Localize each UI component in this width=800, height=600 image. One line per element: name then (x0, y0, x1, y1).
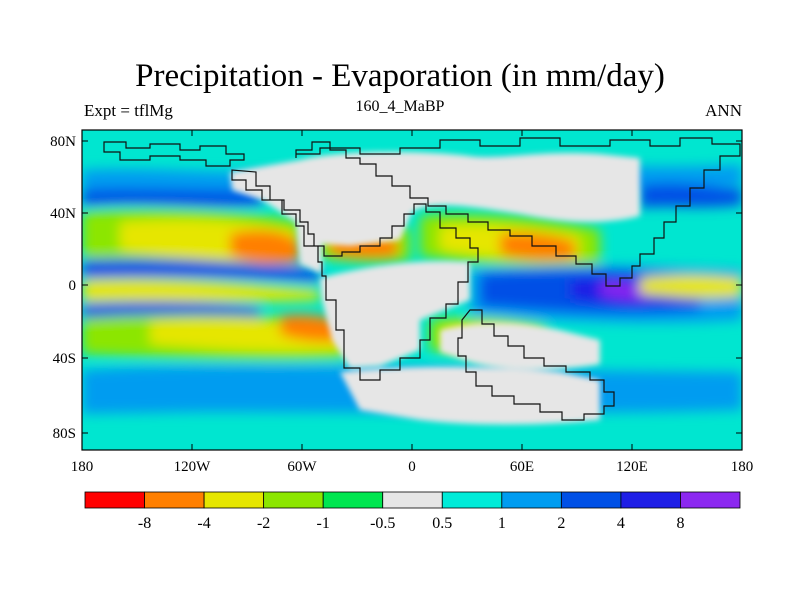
lon-label: 60W (287, 459, 317, 475)
blob (230, 230, 300, 264)
experiment-label: Expt = tflMg (84, 101, 173, 120)
colorbar-label: 0.5 (432, 515, 452, 532)
blob (600, 283, 650, 299)
lat-label: 80N (50, 134, 76, 150)
colorbar-label: 8 (676, 515, 684, 532)
plot-subtitle: 160_4_MaBP (355, 98, 445, 115)
colorbar-swatch (203, 491, 265, 509)
colorbar-swatch (382, 491, 443, 509)
lon-label: 0 (408, 459, 416, 475)
land-north (230, 151, 640, 274)
colorbar-swatch (560, 491, 622, 509)
coastline-australia (457, 309, 615, 421)
colorbar-label: -1 (317, 515, 330, 532)
lat-label: 0 (69, 278, 77, 294)
map-field (82, 130, 742, 450)
lon-label: 180 (731, 459, 754, 475)
coastline-arctic (103, 141, 245, 167)
colorbar-swatch (322, 491, 384, 509)
blob (640, 183, 742, 208)
lon-label: 120E (616, 459, 648, 475)
season-label: ANN (705, 101, 742, 120)
colorbar-label: -8 (138, 515, 151, 532)
land-blobs (230, 151, 640, 425)
blob (82, 278, 320, 302)
blob (82, 258, 320, 282)
colorbar-swatch (620, 491, 681, 509)
land-antarctic-fragment (340, 366, 600, 425)
lat-label: 40S (53, 351, 76, 367)
colorbar-swatch (501, 491, 562, 509)
lon-label: 60E (510, 459, 534, 475)
colorbar: -8 -4 -2 -1 -0.5 0.5 1 2 4 8 (84, 491, 741, 532)
colorbar-label: -2 (257, 515, 270, 532)
coastline-eurasia (295, 137, 741, 287)
colorbar-swatch (680, 491, 741, 509)
colorbar-label: -0.5 (370, 515, 395, 532)
colorbar-swatch (84, 491, 145, 509)
blob (640, 274, 742, 299)
lon-label: 120W (174, 459, 212, 475)
lat-label: 40N (50, 206, 76, 222)
coastline-main (231, 169, 479, 381)
lon-label: 180 (71, 459, 94, 475)
land-africa-america (320, 261, 470, 368)
lon-axis: 180 120W 60W 0 60E 120E 180 (71, 130, 754, 475)
colorbar-label: -4 (197, 515, 210, 532)
colorbar-swatch (441, 491, 503, 509)
plot-title: Precipitation - Evaporation (in mm/day) (135, 58, 665, 94)
coastlines (103, 137, 741, 421)
colorbar-label: 1 (498, 515, 506, 532)
colorbar-label: 2 (557, 515, 565, 532)
lat-axis: 80N 40N 0 40S 80S (50, 134, 742, 442)
lat-label: 80S (53, 426, 76, 442)
colorbar-swatch (263, 491, 324, 509)
colorbar-label: 4 (617, 515, 625, 532)
colorbar-swatch (144, 491, 205, 509)
